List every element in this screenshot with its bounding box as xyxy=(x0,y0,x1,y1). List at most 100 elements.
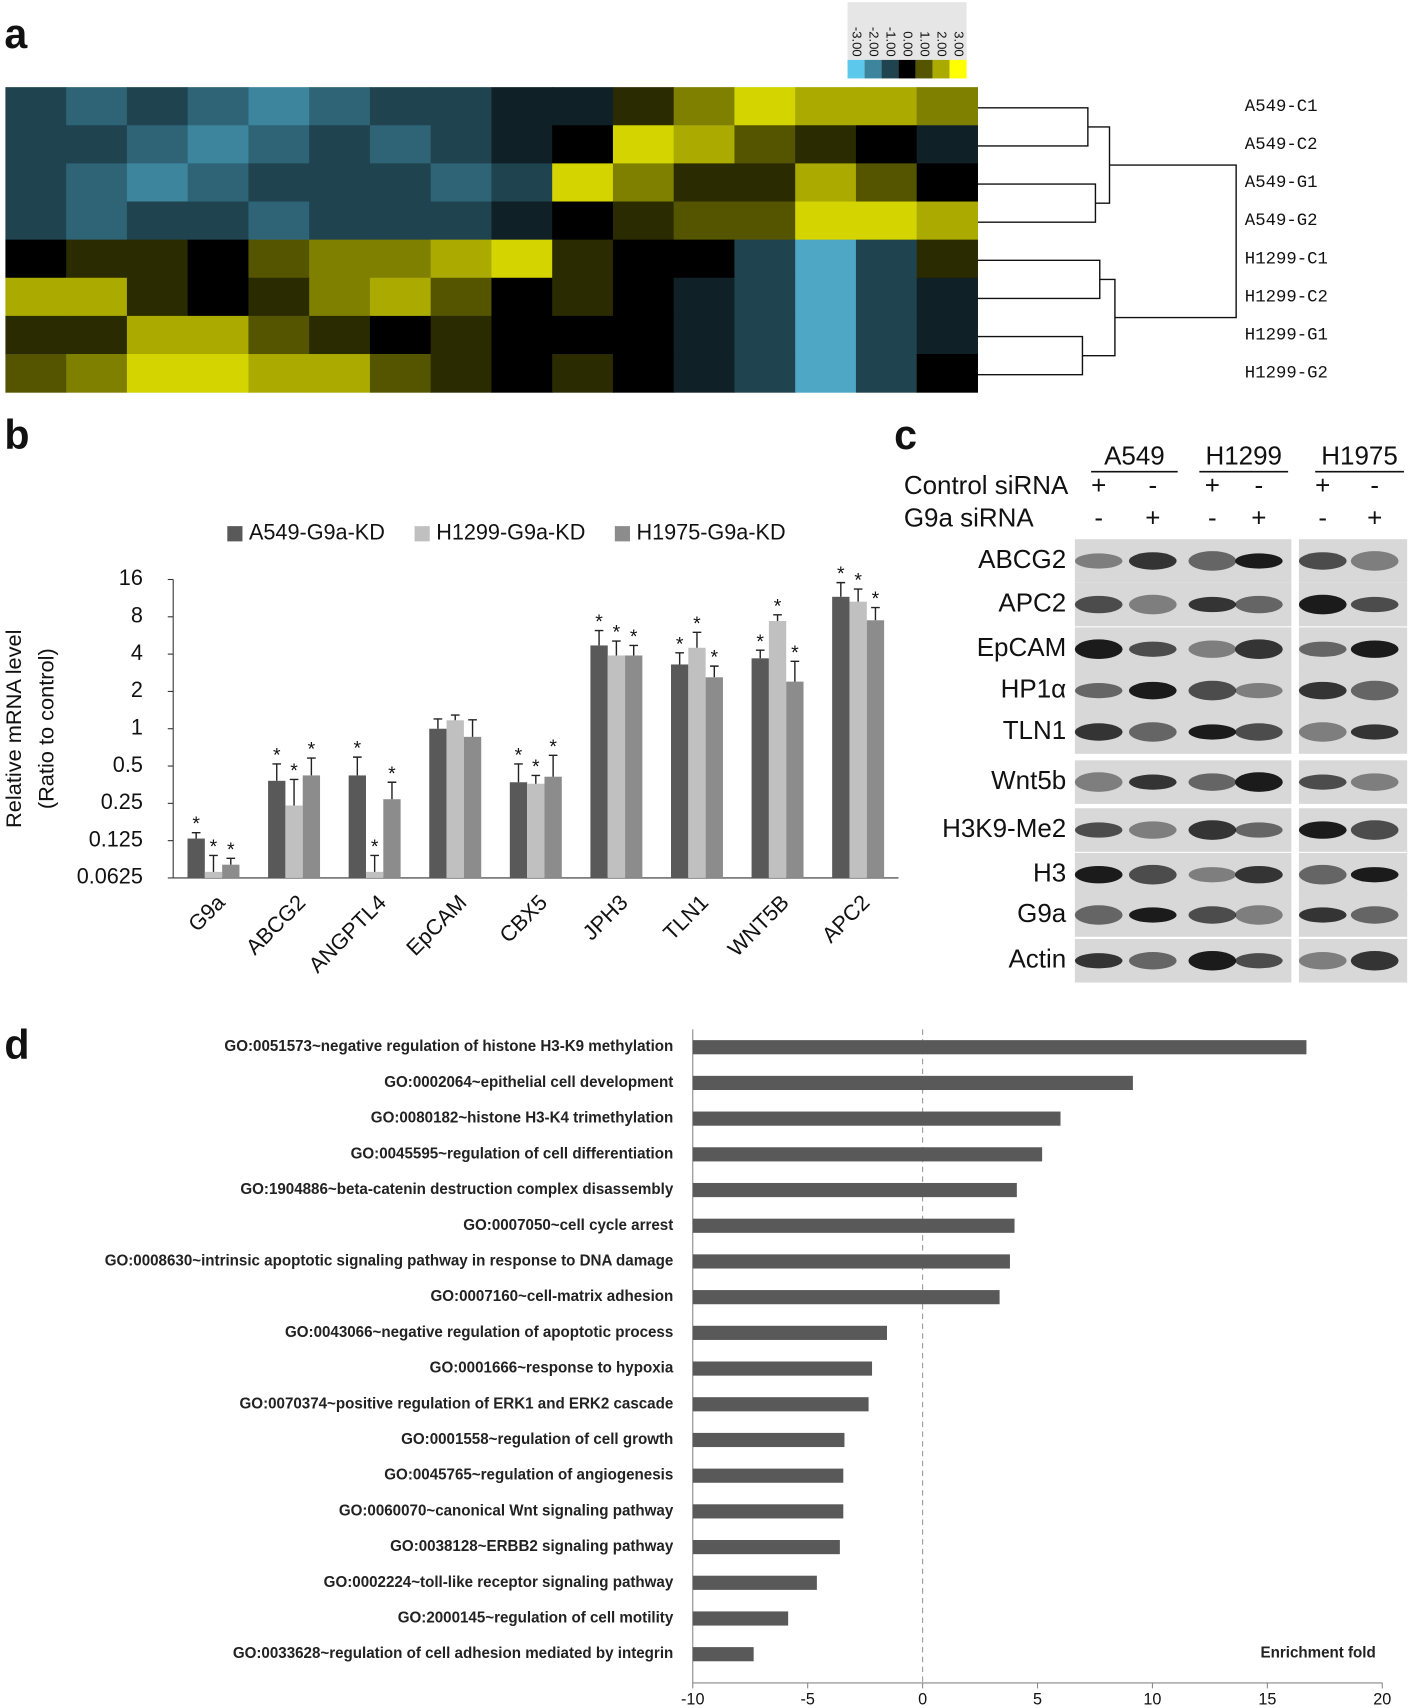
bar xyxy=(670,664,689,878)
error-bar xyxy=(272,763,282,781)
significance-mark: * xyxy=(791,642,799,664)
blot-band xyxy=(1235,723,1283,741)
heatmap-cell xyxy=(673,163,735,203)
error-bar xyxy=(548,754,558,777)
heatmap-cell xyxy=(66,125,128,164)
heatmap-cell xyxy=(491,125,553,164)
blot-band xyxy=(1188,950,1237,971)
error-bar xyxy=(531,774,541,784)
panel-label: a xyxy=(4,11,28,57)
x-tick-label: 15 xyxy=(1258,1691,1276,1708)
error-bar xyxy=(692,631,702,648)
heatmap-cell xyxy=(491,277,553,317)
heatmap-cell xyxy=(734,315,796,355)
bar xyxy=(509,782,528,878)
error-bar xyxy=(450,714,460,721)
significance-mark: * xyxy=(354,738,362,760)
heatmap-cell xyxy=(491,201,553,241)
blot-band xyxy=(1128,552,1177,570)
heatmap-cell xyxy=(552,354,614,393)
blot-band xyxy=(1188,773,1237,791)
heatmap-cell xyxy=(855,163,918,203)
treatment-sign: - xyxy=(1318,502,1327,532)
heatmap-cell xyxy=(66,163,128,203)
heatmap-cell xyxy=(855,277,918,317)
blot-band xyxy=(1298,722,1347,742)
significance-mark: * xyxy=(308,739,316,761)
treatment-sign: - xyxy=(1255,470,1264,500)
significance-mark: * xyxy=(273,744,281,766)
heatmap-cell xyxy=(126,163,189,203)
heatmap-cell xyxy=(552,201,614,241)
heatmap-cell xyxy=(795,201,857,241)
bar xyxy=(849,601,867,878)
category-label: GO:1904886~beta-catenin destruction comp… xyxy=(240,1181,673,1198)
bar xyxy=(692,1540,840,1555)
panel-label: c xyxy=(894,412,917,458)
heatmap-cell xyxy=(248,87,310,126)
blot-band xyxy=(1074,822,1123,838)
row-label: A549-C2 xyxy=(1245,136,1318,155)
category-label: GO:0008630~intrinsic apoptotic signaling… xyxy=(105,1252,674,1269)
blot-band xyxy=(1298,552,1347,570)
bar xyxy=(692,1432,845,1448)
bar xyxy=(692,1575,817,1590)
bar xyxy=(463,736,482,878)
blot-band xyxy=(1298,907,1347,923)
colorbar-swatch xyxy=(932,59,950,79)
heatmap-cell xyxy=(248,277,310,317)
error-bar xyxy=(853,588,863,602)
blot-band xyxy=(1350,551,1399,571)
blot-band xyxy=(1128,821,1177,839)
treatment-sign: + xyxy=(1145,502,1160,532)
heatmap-cell xyxy=(126,277,189,317)
colorbar-swatch xyxy=(898,59,916,79)
bar xyxy=(692,1111,1061,1126)
blot-band xyxy=(1350,640,1399,658)
heatmap-cell xyxy=(855,125,918,164)
blot-band xyxy=(1350,820,1399,840)
heatmap-cell xyxy=(855,239,918,279)
blot-band xyxy=(1298,774,1347,790)
significance-mark: * xyxy=(532,756,540,778)
bar xyxy=(268,780,286,878)
blot-band xyxy=(1128,952,1177,970)
heatmap-cell xyxy=(66,315,128,355)
error-bar xyxy=(289,778,299,806)
category-label: GO:0080182~histone H3-K4 trimethylation xyxy=(371,1110,673,1127)
row-label: A549-G2 xyxy=(1245,212,1318,231)
blot-band xyxy=(1298,952,1347,970)
blot-band xyxy=(1074,682,1123,699)
error-bar xyxy=(468,719,477,737)
heatmap-cell xyxy=(552,315,614,355)
heatmap-cell xyxy=(491,354,553,393)
heatmap-cell xyxy=(430,354,492,393)
category-label: GO:0045765~regulation of angiogenesis xyxy=(384,1467,673,1484)
heatmap-cell xyxy=(5,87,67,126)
heatmap-cell xyxy=(369,163,432,203)
cell-line-label: A549 xyxy=(1104,440,1165,470)
blot-band xyxy=(1235,865,1283,884)
heatmap-cell xyxy=(491,87,553,126)
significance-mark: * xyxy=(290,760,298,782)
blot-band xyxy=(1074,905,1123,925)
row-label: A549-G1 xyxy=(1245,174,1318,193)
heatmap-cell xyxy=(309,87,371,126)
significance-mark: * xyxy=(192,813,200,835)
row-label: H1299-C2 xyxy=(1245,288,1328,307)
row-label: A549-C1 xyxy=(1245,98,1318,117)
blot-band xyxy=(1074,772,1123,792)
y-tick-label: 4 xyxy=(131,640,143,665)
blot-band xyxy=(1188,551,1237,571)
heatmap-cell xyxy=(430,87,492,126)
panel-label: b xyxy=(4,412,29,458)
heatmap-cell xyxy=(491,315,553,355)
y-tick-label: 16 xyxy=(119,565,143,590)
dendrogram xyxy=(977,107,1237,376)
heatmap-cell xyxy=(187,163,249,203)
heatmap-cell xyxy=(491,239,553,279)
treatment-sign: + xyxy=(1367,502,1382,532)
heatmap-cell xyxy=(248,125,310,164)
heatmap-cell xyxy=(126,87,189,126)
heatmap-cell xyxy=(66,87,128,126)
